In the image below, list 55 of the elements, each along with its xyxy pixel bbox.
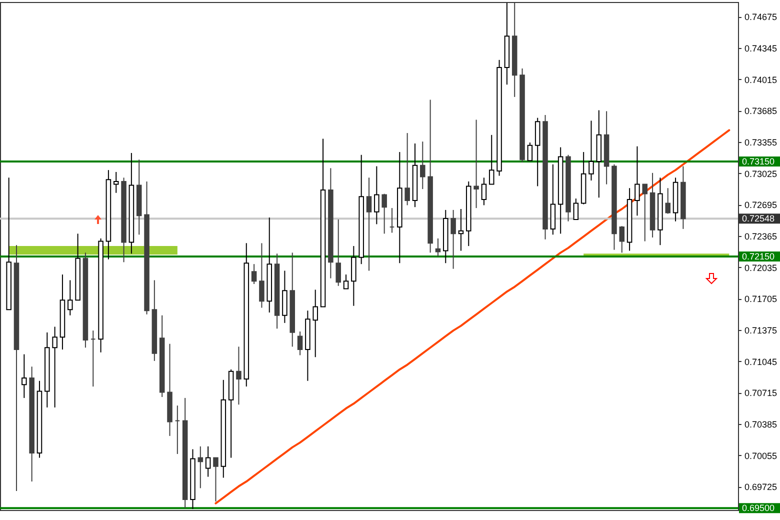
candlestick bbox=[458, 208, 464, 252]
candlestick bbox=[450, 209, 456, 270]
candlestick bbox=[573, 198, 579, 220]
candlestick bbox=[619, 226, 625, 254]
candlestick bbox=[488, 134, 494, 185]
candlestick bbox=[527, 142, 533, 162]
candlestick bbox=[420, 141, 426, 190]
ref-line-label: 0.73150 bbox=[742, 156, 775, 167]
candlestick bbox=[312, 289, 318, 358]
candlestick bbox=[481, 177, 487, 206]
ref-line-label: 0.69500 bbox=[742, 503, 775, 514]
candlestick bbox=[534, 117, 540, 187]
y-tick-label: 0.74345 bbox=[744, 44, 778, 54]
candlestick bbox=[366, 177, 372, 272]
candlestick bbox=[642, 184, 648, 242]
candlestick bbox=[205, 446, 211, 478]
y-tick-label: 0.70055 bbox=[744, 450, 778, 461]
candlestick bbox=[665, 188, 670, 214]
candlestick bbox=[588, 120, 594, 182]
candlestick bbox=[198, 446, 204, 489]
y-tick-label: 0.71705 bbox=[744, 294, 778, 304]
candlestick bbox=[113, 171, 119, 194]
y-tick-label: 0.72035 bbox=[744, 262, 778, 273]
y-tick-label: 0.72365 bbox=[744, 232, 778, 242]
y-tick-label: 0.73025 bbox=[744, 168, 778, 179]
y-tick-label: 0.69725 bbox=[744, 482, 778, 492]
y-tick-label: 0.74015 bbox=[744, 74, 778, 85]
candlestick bbox=[52, 326, 58, 408]
y-tick-label: 0.74675 bbox=[744, 12, 778, 22]
candlestick bbox=[336, 218, 341, 286]
candlestick bbox=[259, 242, 264, 308]
candlestick bbox=[236, 346, 242, 406]
y-tick-label: 0.71045 bbox=[744, 356, 778, 367]
candlestick bbox=[474, 119, 479, 209]
y-tick-label: 0.73355 bbox=[744, 138, 778, 148]
candlestick bbox=[374, 166, 380, 225]
y-tick-label: 0.72695 bbox=[744, 200, 778, 210]
candlestick bbox=[68, 280, 73, 316]
candlestick bbox=[251, 264, 257, 285]
ref-line-label: 0.72548 bbox=[742, 214, 775, 224]
ref-line-label: 0.72150 bbox=[742, 251, 775, 262]
candlestick bbox=[435, 238, 441, 257]
y-tick-label: 0.71375 bbox=[744, 326, 778, 336]
candlestick bbox=[351, 246, 356, 306]
y-tick-label: 0.70715 bbox=[744, 388, 778, 398]
y-tick-label: 0.70385 bbox=[744, 420, 778, 430]
candlestick bbox=[404, 132, 410, 206]
candlestick bbox=[634, 146, 640, 216]
candlestick bbox=[343, 274, 349, 290]
candlestick bbox=[22, 354, 27, 398]
line-series bbox=[214, 129, 730, 504]
candlestick bbox=[297, 330, 303, 356]
candlestick bbox=[382, 193, 387, 234]
candlestick bbox=[213, 457, 218, 502]
y-tick-label: 0.73685 bbox=[744, 106, 778, 116]
